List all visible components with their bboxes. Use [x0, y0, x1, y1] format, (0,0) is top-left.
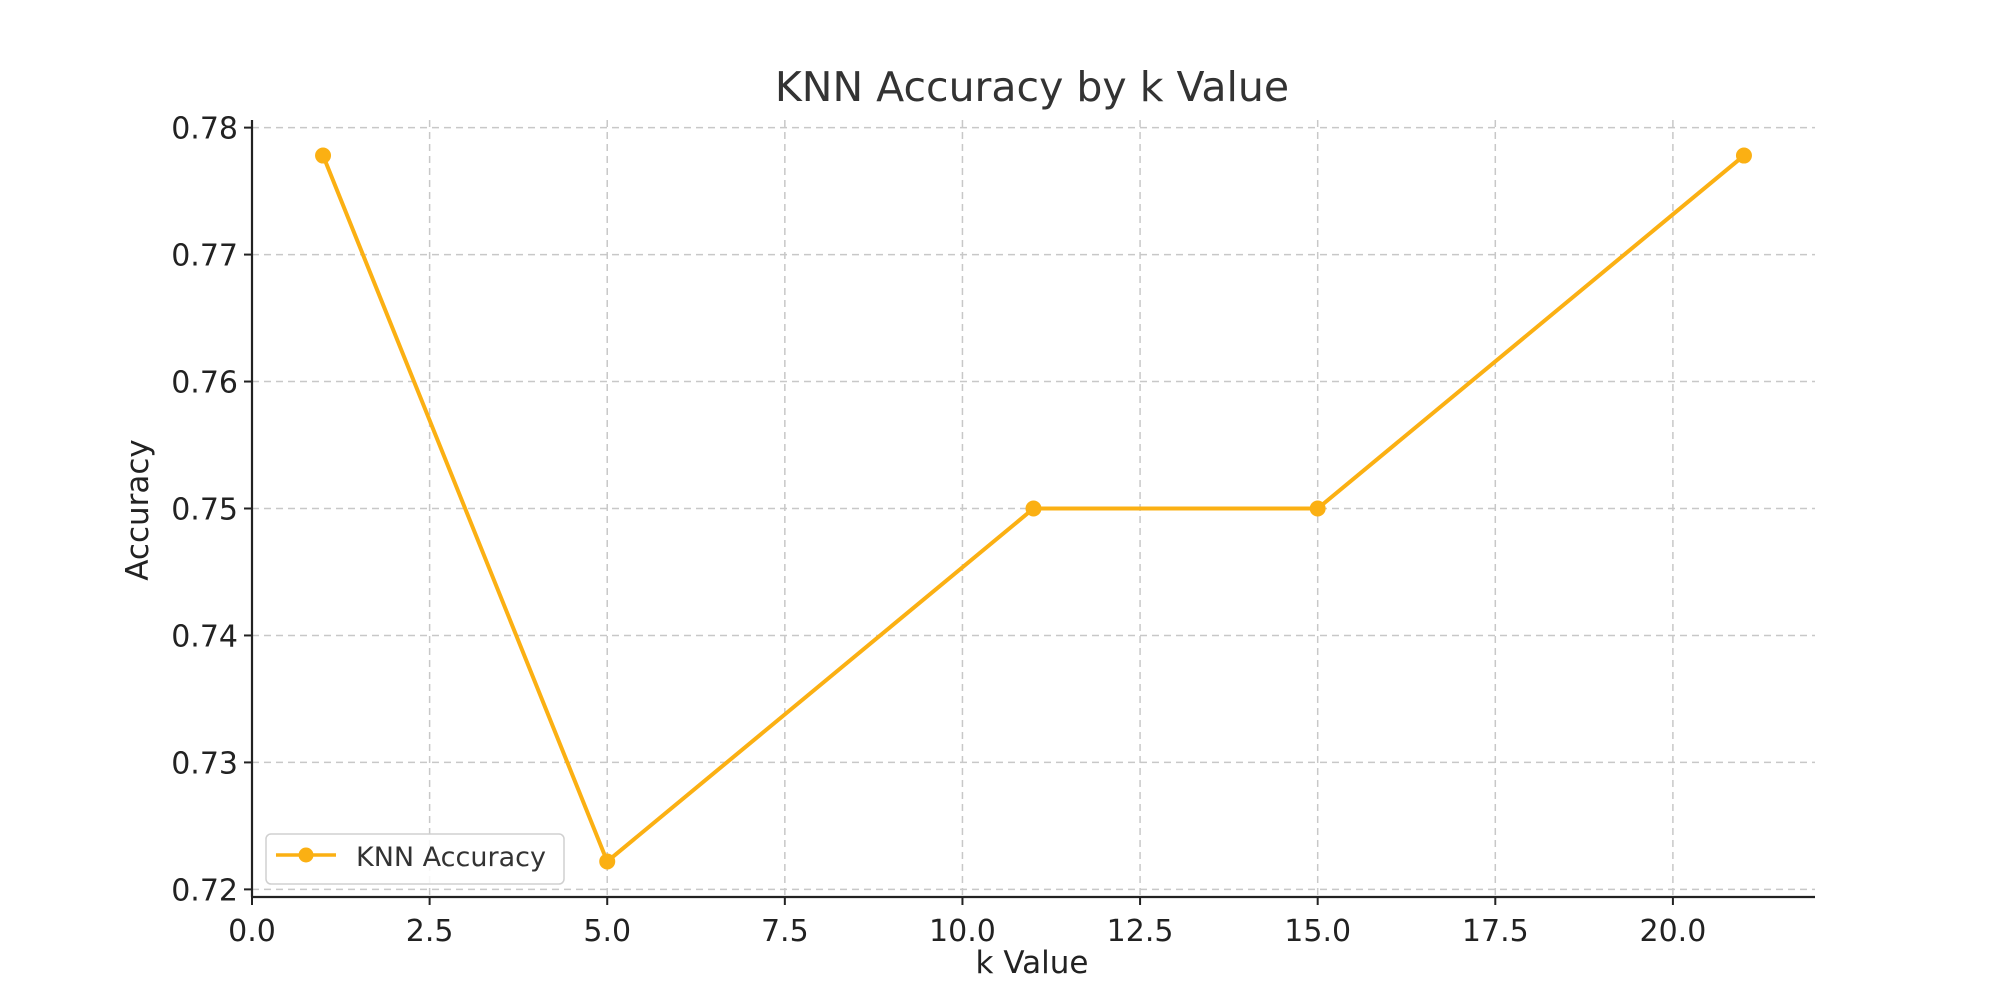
series-layer	[315, 147, 1752, 870]
x-tick-label: 17.5	[1462, 914, 1529, 949]
x-axis-ticks: 0.0 2.5 5.0 7.5 10.0 12.5 15.0 17.5 20.0	[228, 897, 1706, 949]
x-tick-label: 7.5	[761, 914, 809, 949]
x-tick-label: 10.0	[929, 914, 996, 949]
y-tick-label: 0.74	[171, 619, 238, 654]
chart-title: KNN Accuracy by k Value	[775, 63, 1289, 111]
data-point	[1309, 500, 1326, 517]
legend-box	[265, 833, 565, 885]
x-tick-label: 2.5	[406, 914, 454, 949]
data-point	[1735, 147, 1752, 164]
data-point	[599, 853, 616, 870]
y-axis-ticks: 0.72 0.73 0.74 0.75 0.76 0.77 0.78	[171, 112, 252, 908]
x-tick-label: 0.0	[228, 914, 276, 949]
x-tick-label: 15.0	[1284, 914, 1351, 949]
x-tick-label: 12.5	[1107, 914, 1174, 949]
legend: KNN Accuracy	[265, 833, 565, 885]
data-point	[315, 147, 332, 164]
y-tick-label: 0.76	[171, 366, 238, 401]
x-axis-label: k Value	[976, 945, 1089, 981]
legend-marker-swatch	[298, 847, 314, 863]
y-tick-label: 0.77	[171, 239, 238, 274]
x-tick-label: 5.0	[583, 914, 631, 949]
data-point	[1025, 500, 1042, 517]
y-tick-label: 0.78	[171, 112, 238, 147]
y-tick-label: 0.72	[171, 873, 238, 908]
x-tick-label: 20.0	[1640, 914, 1707, 949]
y-axis-label: Accuracy	[120, 439, 156, 581]
y-tick-label: 0.73	[171, 746, 238, 781]
y-tick-label: 0.75	[171, 493, 238, 528]
legend-label: KNN Accuracy	[356, 842, 546, 873]
